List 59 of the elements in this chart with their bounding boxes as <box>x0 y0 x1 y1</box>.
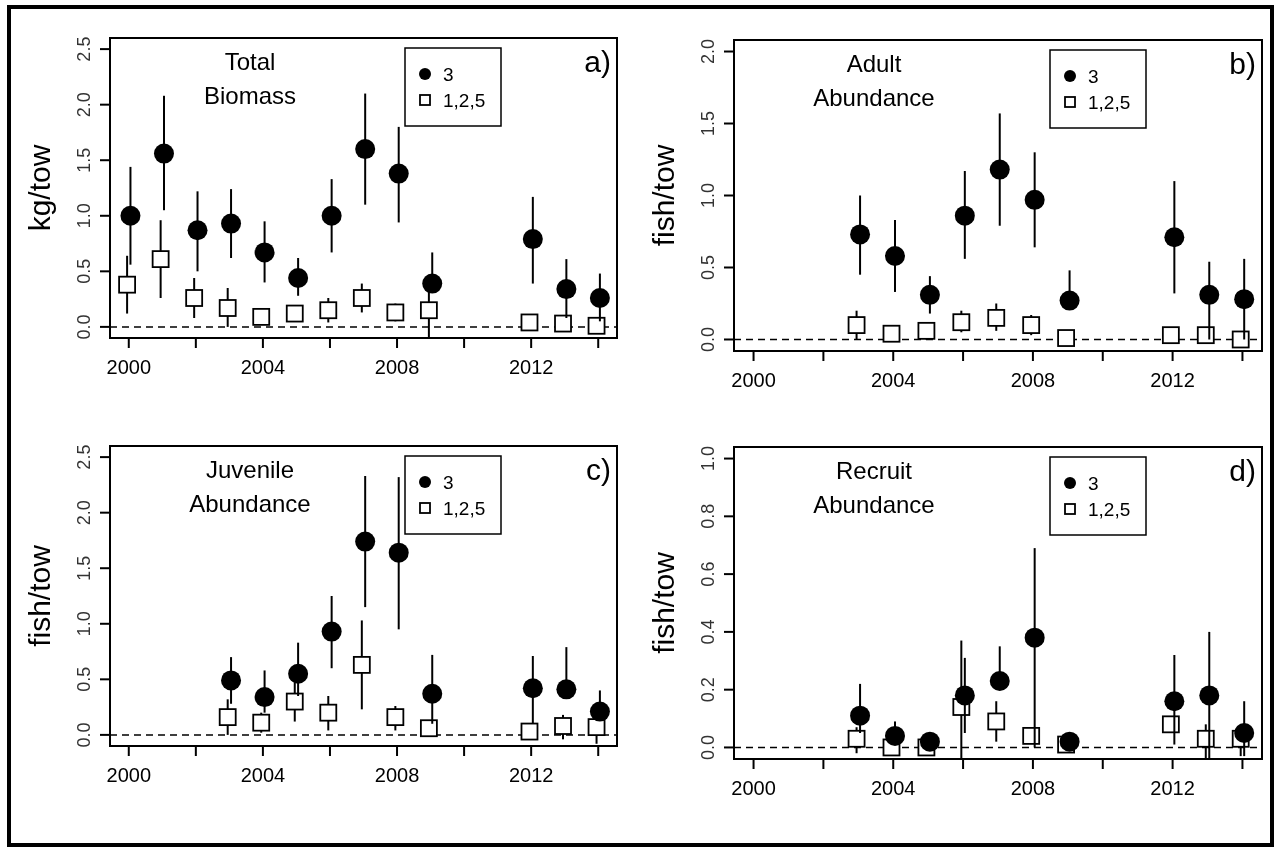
y-tick-label: 2.5 <box>74 36 94 62</box>
x-tick-label: 2000 <box>731 777 776 799</box>
legend-label: 3 <box>1088 66 1099 87</box>
text: Recruit Abundance <box>813 457 935 518</box>
y-tick-label: 1.5 <box>74 147 94 173</box>
y-tick-label: 2.0 <box>74 500 94 526</box>
y-tick-label: 0.8 <box>698 503 718 529</box>
legend-label: 3 <box>1088 473 1099 494</box>
y-tick-label: 1.5 <box>74 555 94 581</box>
y-axis-title: fish/tow <box>647 144 680 247</box>
x-tick-label: 2008 <box>374 764 420 786</box>
x-tick-label: 2000 <box>106 764 152 786</box>
y-tick-label: 0.0 <box>74 722 94 748</box>
x-tick-label: 2004 <box>870 369 916 391</box>
x-tick-label: 2008 <box>1010 777 1056 799</box>
y-tick-label: 0.0 <box>698 734 718 760</box>
y-tick-label: 1.5 <box>698 110 718 137</box>
annotation: c) <box>586 453 611 486</box>
y-tick-label: 0.5 <box>74 666 94 692</box>
x-tick-label: 2012 <box>508 356 554 378</box>
legend-label: 1,2,5 <box>1088 92 1131 113</box>
annotation: b) <box>1229 47 1256 80</box>
y-tick-label: 2.0 <box>698 39 718 65</box>
x-tick-label: 2000 <box>106 356 152 378</box>
x-tick-label: 2008 <box>1010 369 1056 391</box>
y-tick-label: 0.5 <box>698 254 718 281</box>
y-tick-label: 0.4 <box>698 619 718 645</box>
y-tick-label: 0.5 <box>74 258 94 284</box>
annotation: a) <box>584 45 611 78</box>
x-tick-label: 2000 <box>731 369 776 391</box>
legend-label: 3 <box>443 64 454 85</box>
x-tick-label: 2008 <box>374 356 420 378</box>
legend-label: 1,2,5 <box>443 90 486 111</box>
text: Total Biomass <box>203 48 297 109</box>
x-tick-label: 2012 <box>1150 369 1195 391</box>
y-axis-title: kg/tow <box>23 144 56 232</box>
y-tick-label: 1.0 <box>74 203 94 229</box>
x-tick-label: 2004 <box>240 356 286 378</box>
y-tick-label: 1.0 <box>698 446 718 472</box>
x-tick-label: 2012 <box>508 764 554 786</box>
y-tick-label: 1.0 <box>74 611 94 637</box>
y-tick-label: 2.5 <box>74 444 94 470</box>
x-tick-label: 2004 <box>870 777 916 799</box>
y-axis-title: fish/tow <box>23 544 56 647</box>
legend-label: 3 <box>443 472 454 493</box>
text: Juvenile Abundance <box>189 456 311 517</box>
y-tick-label: 1.0 <box>698 182 718 209</box>
x-tick-label: 2004 <box>240 764 286 786</box>
y-tick-label: 0.0 <box>698 326 718 352</box>
x-tick-label: 2012 <box>1150 777 1195 799</box>
legend-label: 1,2,5 <box>443 498 486 519</box>
y-tick-label: 0.6 <box>698 561 718 587</box>
y-tick-label: 2.0 <box>74 92 94 118</box>
text: Adult Abundance <box>813 50 935 111</box>
y-tick-label: 0.0 <box>74 314 94 340</box>
y-axis-title: fish/tow <box>647 551 680 654</box>
legend-label: 1,2,5 <box>1088 499 1131 520</box>
annotation: d) <box>1229 454 1256 487</box>
y-tick-label: 0.2 <box>698 677 718 703</box>
